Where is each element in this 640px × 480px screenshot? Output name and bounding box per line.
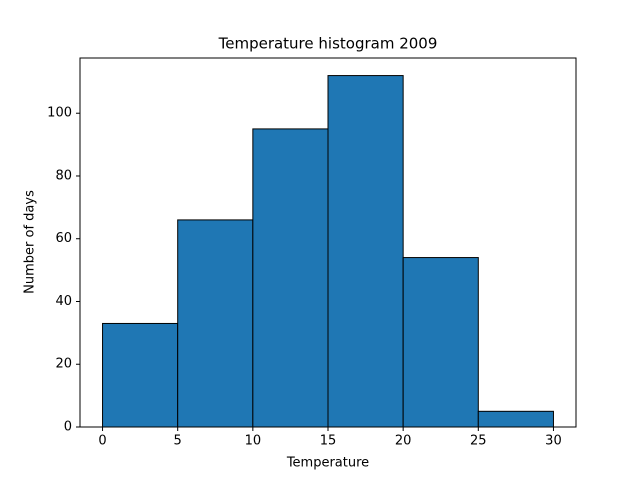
x-tick-label: 30: [545, 434, 562, 449]
y-tick-label: 100: [47, 106, 72, 121]
bar: [402, 257, 479, 428]
bar: [477, 410, 554, 428]
x-tick-label: 0: [98, 434, 106, 449]
x-tick-label: 10: [245, 434, 262, 449]
x-tick-label: 5: [174, 434, 182, 449]
y-tick-label: 80: [55, 168, 72, 183]
x-tick-label: 20: [395, 434, 412, 449]
y-tick-label: 0: [64, 420, 72, 435]
bar: [177, 219, 254, 428]
y-axis-label: Number of days: [23, 190, 38, 294]
bar: [327, 75, 404, 428]
x-tick-label: 15: [320, 434, 337, 449]
x-tick-label: 25: [470, 434, 487, 449]
x-axis-label: Temperature: [286, 456, 369, 471]
bar: [252, 128, 329, 428]
chart-title: Temperature histogram 2009: [218, 35, 438, 53]
y-tick-label: 60: [55, 231, 72, 246]
y-tick-label: 40: [55, 294, 72, 309]
y-tick-label: 20: [55, 357, 72, 372]
bar: [102, 322, 179, 428]
